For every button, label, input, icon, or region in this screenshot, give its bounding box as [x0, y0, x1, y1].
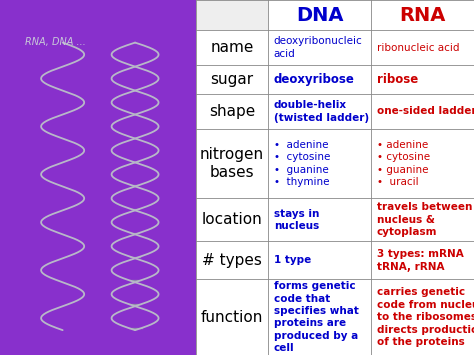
Text: name: name: [210, 40, 254, 55]
FancyBboxPatch shape: [196, 279, 268, 355]
FancyBboxPatch shape: [371, 198, 474, 241]
Text: travels between
nucleus &
cytoplasm: travels between nucleus & cytoplasm: [377, 202, 472, 237]
FancyBboxPatch shape: [371, 279, 474, 355]
FancyBboxPatch shape: [196, 65, 268, 94]
FancyBboxPatch shape: [371, 30, 474, 65]
FancyBboxPatch shape: [196, 30, 268, 65]
Text: RNA: RNA: [399, 6, 446, 24]
Text: 3 types: mRNA
tRNA, rRNA: 3 types: mRNA tRNA, rRNA: [377, 249, 464, 272]
FancyBboxPatch shape: [268, 94, 371, 129]
Text: deoxyribose: deoxyribose: [273, 73, 355, 86]
Text: forms genetic
code that
specifies what
proteins are
produced by a
cell: forms genetic code that specifies what p…: [273, 281, 358, 353]
Text: location: location: [201, 212, 262, 227]
FancyBboxPatch shape: [268, 279, 371, 355]
FancyBboxPatch shape: [268, 241, 371, 279]
FancyBboxPatch shape: [268, 65, 371, 94]
Text: one-sided ladder: one-sided ladder: [377, 106, 474, 116]
Text: • adenine
• cytosine
• guanine
•  uracil: • adenine • cytosine • guanine • uracil: [377, 140, 430, 187]
FancyBboxPatch shape: [371, 94, 474, 129]
FancyBboxPatch shape: [196, 198, 268, 241]
FancyBboxPatch shape: [371, 129, 474, 198]
FancyBboxPatch shape: [196, 94, 268, 129]
Text: 1 type: 1 type: [273, 255, 311, 266]
Text: double-helix
(twisted ladder): double-helix (twisted ladder): [273, 100, 369, 123]
Text: carries genetic
code from nucleus
to the ribosomes;
directs production
of the pr: carries genetic code from nucleus to the…: [377, 288, 474, 347]
Text: shape: shape: [209, 104, 255, 119]
FancyBboxPatch shape: [268, 129, 371, 198]
FancyBboxPatch shape: [371, 241, 474, 279]
FancyBboxPatch shape: [196, 129, 268, 198]
Text: function: function: [201, 310, 263, 325]
Text: # types: # types: [202, 253, 262, 268]
Text: nitrogen
bases: nitrogen bases: [200, 147, 264, 180]
FancyBboxPatch shape: [268, 30, 371, 65]
Text: •  adenine
•  cytosine
•  guanine
•  thymine: • adenine • cytosine • guanine • thymine: [273, 140, 330, 187]
Text: deoxyribonucleic
acid: deoxyribonucleic acid: [273, 36, 363, 59]
Text: sugar: sugar: [210, 72, 254, 87]
FancyBboxPatch shape: [371, 65, 474, 94]
Text: ribonucleic acid: ribonucleic acid: [377, 43, 459, 53]
Text: RNA, DNA ...: RNA, DNA ...: [26, 37, 86, 47]
Text: stays in
nucleus: stays in nucleus: [273, 208, 319, 231]
FancyBboxPatch shape: [268, 198, 371, 241]
Text: ribose: ribose: [377, 73, 418, 86]
FancyBboxPatch shape: [371, 0, 474, 30]
Text: DNA: DNA: [296, 6, 343, 24]
FancyBboxPatch shape: [196, 241, 268, 279]
FancyBboxPatch shape: [196, 0, 268, 30]
FancyBboxPatch shape: [268, 0, 371, 30]
